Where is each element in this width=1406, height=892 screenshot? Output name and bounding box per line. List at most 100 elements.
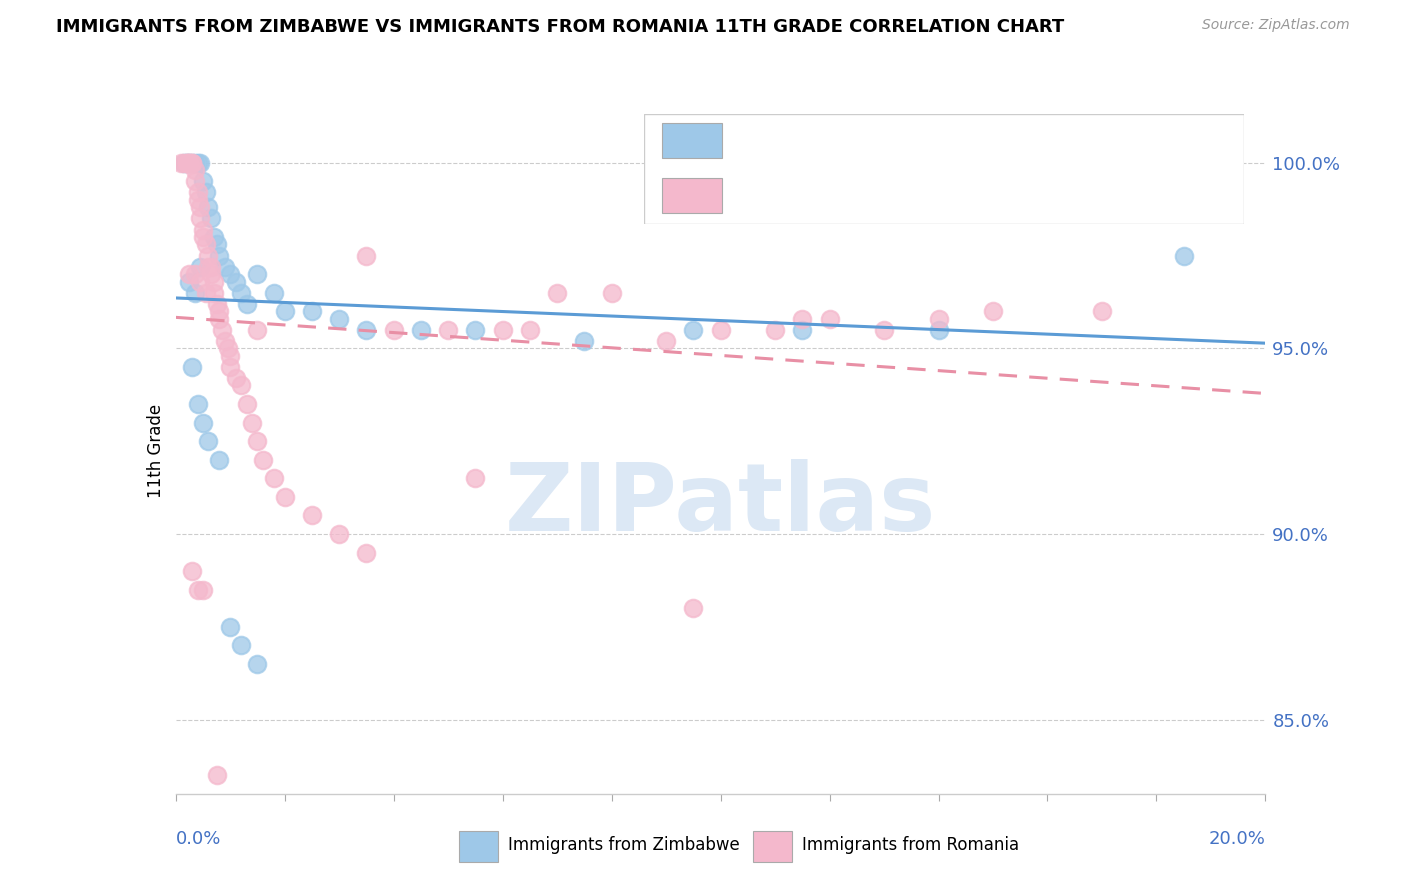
- Point: [263, 471, 285, 485]
- Point: [763, 323, 786, 337]
- Point: [328, 527, 350, 541]
- Point: [328, 311, 350, 326]
- Point: [252, 452, 274, 467]
- Point: [186, 397, 209, 411]
- Point: [219, 620, 242, 634]
- Text: Source: ZipAtlas.com: Source: ZipAtlas.com: [1202, 18, 1350, 32]
- Point: [179, 267, 201, 281]
- Point: [873, 323, 896, 337]
- Text: IMMIGRANTS FROM ZIMBABWE VS IMMIGRANTS FROM ROMANIA 11TH GRADE CORRELATION CHART: IMMIGRANTS FROM ZIMBABWE VS IMMIGRANTS F…: [56, 18, 1064, 36]
- Point: [274, 304, 297, 318]
- Point: [188, 260, 211, 274]
- Point: [194, 186, 217, 200]
- Point: [492, 323, 515, 337]
- Point: [928, 323, 950, 337]
- Point: [546, 285, 568, 300]
- Point: [176, 155, 198, 169]
- Point: [356, 545, 378, 559]
- Text: 20.0%: 20.0%: [1209, 830, 1265, 847]
- Point: [202, 275, 225, 289]
- Point: [981, 304, 1004, 318]
- Point: [202, 230, 225, 244]
- Point: [301, 304, 323, 318]
- Point: [205, 768, 228, 782]
- Point: [188, 275, 211, 289]
- Point: [219, 359, 242, 374]
- Point: [179, 155, 201, 169]
- Point: [186, 582, 209, 597]
- Point: [655, 334, 678, 348]
- Point: [219, 267, 242, 281]
- Point: [179, 155, 201, 169]
- Point: [235, 397, 257, 411]
- Point: [184, 155, 207, 169]
- Point: [188, 211, 211, 226]
- Point: [179, 275, 201, 289]
- Point: [184, 163, 207, 178]
- Point: [188, 155, 211, 169]
- Point: [682, 323, 704, 337]
- Point: [191, 230, 214, 244]
- Point: [208, 304, 231, 318]
- Text: 0.0%: 0.0%: [176, 830, 221, 847]
- Point: [231, 285, 253, 300]
- Point: [682, 601, 704, 615]
- Point: [176, 155, 198, 169]
- Point: [1173, 248, 1195, 262]
- Point: [188, 200, 211, 214]
- Point: [356, 248, 378, 262]
- Point: [181, 359, 204, 374]
- Y-axis label: 11th Grade: 11th Grade: [146, 403, 165, 498]
- Point: [1091, 304, 1114, 318]
- Point: [173, 155, 195, 169]
- Point: [179, 155, 201, 169]
- Point: [191, 222, 214, 236]
- Point: [197, 260, 219, 274]
- Text: ZIPatlas: ZIPatlas: [505, 459, 936, 551]
- Point: [208, 452, 231, 467]
- Point: [184, 174, 207, 188]
- Point: [208, 311, 231, 326]
- Point: [217, 342, 239, 356]
- Point: [191, 582, 214, 597]
- Point: [181, 564, 204, 578]
- Point: [231, 639, 253, 653]
- Point: [173, 155, 195, 169]
- Point: [246, 267, 269, 281]
- Point: [191, 174, 214, 188]
- Point: [246, 323, 269, 337]
- Point: [181, 155, 204, 169]
- Point: [792, 323, 814, 337]
- Point: [246, 657, 269, 671]
- Point: [211, 323, 233, 337]
- Point: [600, 285, 623, 300]
- Point: [225, 371, 247, 385]
- Point: [197, 200, 219, 214]
- Point: [186, 155, 209, 169]
- Point: [519, 323, 541, 337]
- Point: [246, 434, 269, 449]
- Point: [214, 260, 236, 274]
- Point: [205, 297, 228, 311]
- Point: [184, 267, 207, 281]
- Point: [219, 349, 242, 363]
- Point: [186, 186, 209, 200]
- Point: [928, 311, 950, 326]
- Point: [186, 193, 209, 207]
- Point: [818, 311, 841, 326]
- Point: [208, 248, 231, 262]
- Point: [274, 490, 297, 504]
- Point: [181, 155, 204, 169]
- Point: [437, 323, 460, 337]
- Point: [225, 275, 247, 289]
- Point: [191, 416, 214, 430]
- Point: [197, 248, 219, 262]
- Point: [263, 285, 285, 300]
- Point: [710, 323, 733, 337]
- Point: [356, 323, 378, 337]
- Point: [181, 155, 204, 169]
- Point: [382, 323, 405, 337]
- Point: [200, 260, 222, 274]
- Point: [214, 334, 236, 348]
- Point: [301, 508, 323, 523]
